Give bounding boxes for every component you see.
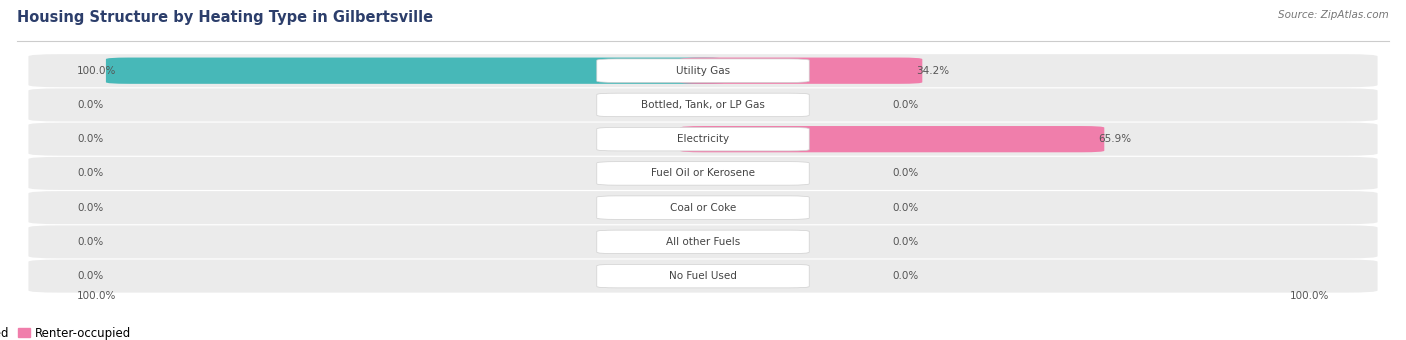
- FancyBboxPatch shape: [596, 59, 810, 82]
- FancyBboxPatch shape: [28, 157, 1378, 190]
- Text: Coal or Coke: Coal or Coke: [669, 203, 737, 212]
- Text: 0.0%: 0.0%: [77, 237, 104, 247]
- Text: 65.9%: 65.9%: [1098, 134, 1132, 144]
- Text: 100.0%: 100.0%: [77, 291, 117, 301]
- Text: All other Fuels: All other Fuels: [666, 237, 740, 247]
- Text: Fuel Oil or Kerosene: Fuel Oil or Kerosene: [651, 168, 755, 179]
- Text: 100.0%: 100.0%: [77, 66, 117, 76]
- FancyBboxPatch shape: [28, 54, 1378, 87]
- Text: Bottled, Tank, or LP Gas: Bottled, Tank, or LP Gas: [641, 100, 765, 110]
- FancyBboxPatch shape: [596, 162, 810, 185]
- FancyBboxPatch shape: [596, 93, 810, 117]
- FancyBboxPatch shape: [681, 126, 1104, 152]
- Text: No Fuel Used: No Fuel Used: [669, 271, 737, 281]
- FancyBboxPatch shape: [28, 88, 1378, 121]
- Text: Source: ZipAtlas.com: Source: ZipAtlas.com: [1278, 10, 1389, 20]
- Text: 0.0%: 0.0%: [77, 134, 104, 144]
- Text: 0.0%: 0.0%: [893, 237, 918, 247]
- FancyBboxPatch shape: [28, 225, 1378, 258]
- FancyBboxPatch shape: [596, 196, 810, 219]
- Text: 0.0%: 0.0%: [893, 271, 918, 281]
- Legend: Owner-occupied, Renter-occupied: Owner-occupied, Renter-occupied: [0, 327, 131, 340]
- Text: 0.0%: 0.0%: [77, 100, 104, 110]
- FancyBboxPatch shape: [596, 265, 810, 288]
- FancyBboxPatch shape: [105, 57, 725, 84]
- FancyBboxPatch shape: [28, 259, 1378, 293]
- Text: Utility Gas: Utility Gas: [676, 66, 730, 76]
- Text: 0.0%: 0.0%: [77, 271, 104, 281]
- FancyBboxPatch shape: [681, 57, 922, 84]
- FancyBboxPatch shape: [596, 230, 810, 254]
- Text: 0.0%: 0.0%: [77, 203, 104, 212]
- Text: 100.0%: 100.0%: [1289, 291, 1329, 301]
- Text: Electricity: Electricity: [676, 134, 730, 144]
- Text: 0.0%: 0.0%: [77, 168, 104, 179]
- FancyBboxPatch shape: [28, 191, 1378, 224]
- Text: 0.0%: 0.0%: [893, 168, 918, 179]
- Text: Housing Structure by Heating Type in Gilbertsville: Housing Structure by Heating Type in Gil…: [17, 10, 433, 25]
- FancyBboxPatch shape: [28, 123, 1378, 156]
- Text: 0.0%: 0.0%: [893, 100, 918, 110]
- Text: 34.2%: 34.2%: [917, 66, 949, 76]
- FancyBboxPatch shape: [596, 128, 810, 151]
- Text: 0.0%: 0.0%: [893, 203, 918, 212]
